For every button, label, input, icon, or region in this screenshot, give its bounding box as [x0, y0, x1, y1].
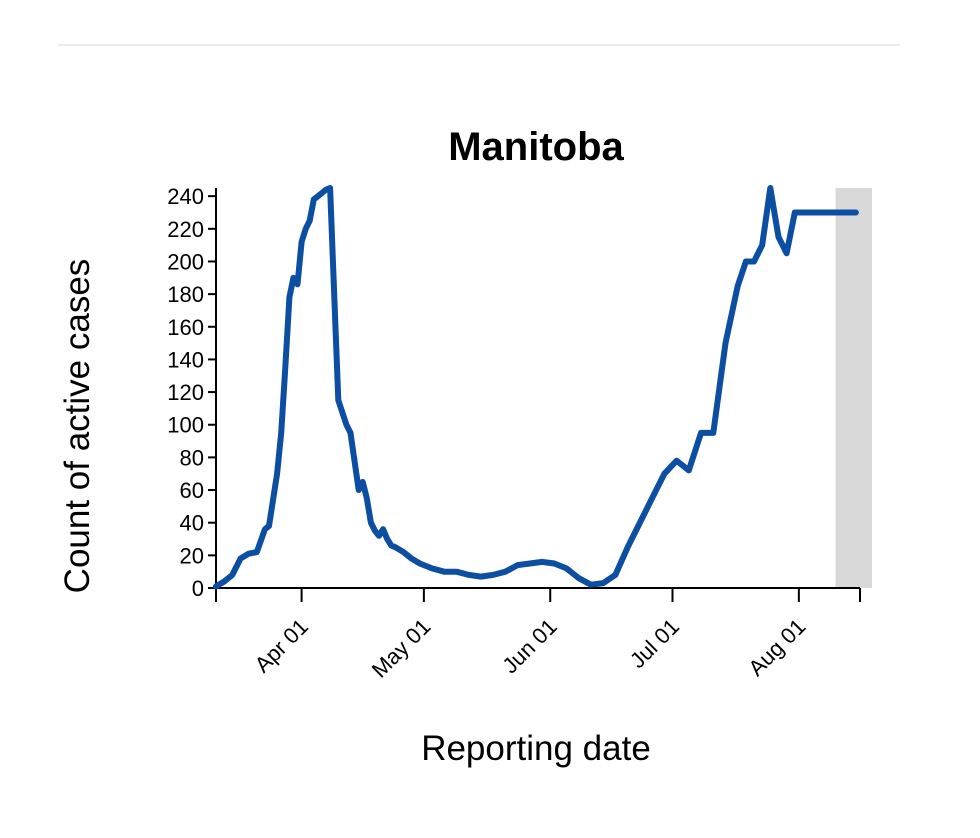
y-tick-label: 80 [180, 445, 204, 470]
y-axis-label: Count of active cases [58, 259, 97, 594]
x-tick-label: May 01 [367, 614, 436, 683]
y-tick-label: 0 [192, 576, 204, 601]
y-tick-label: 60 [180, 478, 204, 503]
y-tick-label: 100 [167, 413, 204, 438]
y-tick-label: 180 [167, 282, 204, 307]
chart-title: Manitoba [448, 125, 624, 169]
y-tick-label: 140 [167, 347, 204, 372]
y-tick-label: 20 [180, 543, 204, 568]
y-tick-label: 240 [167, 184, 204, 209]
incomplete-period-shade [835, 188, 872, 588]
y-tick-label: 120 [167, 380, 204, 405]
y-tick-label: 200 [167, 249, 204, 274]
x-axis-label: Reporting date [421, 729, 651, 768]
plot-area: 0 20 40 60 80 100 120 140 160 180 200 220 240 Apr 01 M… [167, 184, 872, 683]
x-tick-label: Aug 01 [743, 614, 810, 681]
top-divider [58, 44, 900, 46]
x-tick-label: Jul 01 [625, 614, 684, 673]
y-tick-label: 160 [167, 315, 204, 340]
y-tick-label: 220 [167, 217, 204, 242]
active-cases-line [213, 185, 859, 590]
y-tick-label: 40 [180, 511, 204, 536]
x-tick-label: Apr 01 [250, 614, 314, 678]
x-tick-label: Jun 01 [497, 614, 561, 678]
